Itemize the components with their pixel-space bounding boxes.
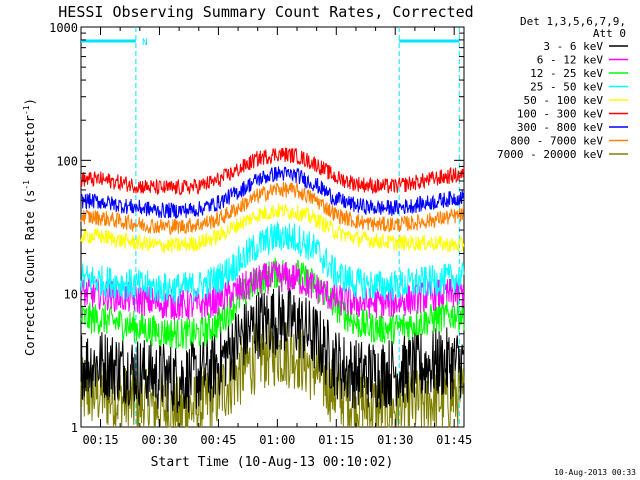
chart-title: HESSI Observing Summary Count Rates, Cor… xyxy=(58,3,473,21)
series-line xyxy=(80,285,465,414)
y-axis-label-mid: detector xyxy=(23,115,37,180)
legend-label: 7000 - 20000 keV xyxy=(497,148,603,161)
y-tick-label: 1000 xyxy=(49,21,78,35)
axes-layer: 1 10 100 1000 00:15 00:30 00:45 01:00 01:15 01:30… xyxy=(49,21,472,447)
legend-label: 100 - 300 keV xyxy=(517,108,603,121)
legend-label: 25 - 50 keV xyxy=(530,81,603,94)
legend-header-detectors: Det 1,3,5,6,7,9, xyxy=(520,15,626,28)
series-line xyxy=(80,203,465,254)
x-tick-label: 01:45 xyxy=(436,433,472,447)
legend-label: 50 - 100 keV xyxy=(524,94,604,107)
x-axis-label: Start Time (10-Aug-13 00:10:02) xyxy=(151,455,394,470)
x-tick-label: 00:15 xyxy=(82,433,118,447)
series-line xyxy=(80,318,465,429)
series-line xyxy=(80,221,465,304)
x-tick-label: 01:30 xyxy=(377,433,413,447)
x-tick-label: 01:15 xyxy=(318,433,354,447)
y-tick-label: 100 xyxy=(56,154,78,168)
plot-frame xyxy=(80,26,465,428)
y-axis-label-sup1: -1 xyxy=(22,180,31,190)
y-axis-label-main: Corrected Count Rate (s xyxy=(23,190,37,356)
legend-label: 3 - 6 keV xyxy=(543,40,603,53)
legend-label: 12 - 25 keV xyxy=(530,67,603,80)
night-flag-label: N xyxy=(142,38,147,48)
y-tick-label: 10 xyxy=(64,288,78,302)
legend-label: 6 - 12 keV xyxy=(537,54,604,67)
legend-label: 800 - 7000 keV xyxy=(510,135,603,148)
y-axis-label: Corrected Count Rate (s-1 detector-1) xyxy=(22,98,37,356)
data-layer: N xyxy=(80,27,465,429)
series-line xyxy=(80,166,465,220)
legend-header-attenuator: Att 0 xyxy=(593,27,626,40)
legend-label: 300 - 800 keV xyxy=(517,121,603,134)
series-line xyxy=(80,147,465,196)
x-tick-label: 01:00 xyxy=(259,433,295,447)
x-tick-label: 00:45 xyxy=(200,433,236,447)
footer-timestamp: 10-Aug-2013 00:33 xyxy=(554,468,636,477)
y-axis-label-end: ) xyxy=(23,98,37,105)
x-tick-label: 00:30 xyxy=(141,433,177,447)
y-axis-label-sup2: -1 xyxy=(22,105,31,115)
y-tick-label: 1 xyxy=(71,421,78,435)
series-line xyxy=(80,181,465,236)
